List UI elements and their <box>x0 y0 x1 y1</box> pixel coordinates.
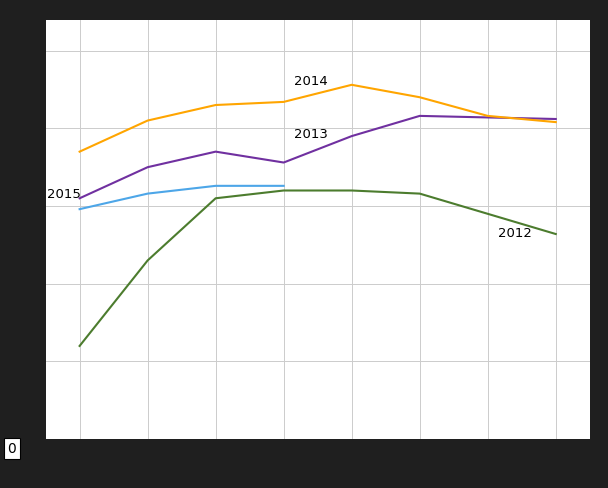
Text: 2013: 2013 <box>294 128 328 141</box>
Text: 2015: 2015 <box>47 188 81 201</box>
Text: 2012: 2012 <box>498 227 532 240</box>
Text: 0: 0 <box>7 442 16 456</box>
Text: 2014: 2014 <box>294 75 328 88</box>
